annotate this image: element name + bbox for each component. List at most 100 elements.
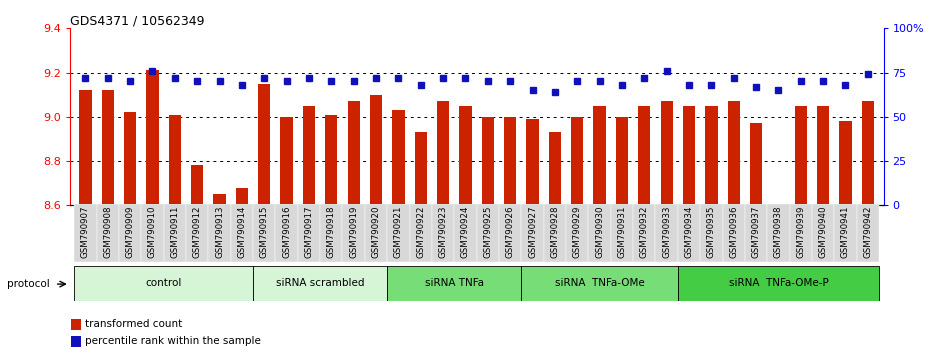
Bar: [745, 204, 767, 262]
Text: GSM790914: GSM790914: [237, 205, 246, 258]
Text: GSM790928: GSM790928: [551, 205, 559, 258]
Bar: [387, 266, 522, 301]
Text: GSM790934: GSM790934: [684, 205, 694, 258]
Bar: [326, 115, 338, 205]
Bar: [638, 106, 650, 205]
Bar: [101, 90, 113, 205]
Text: GSM790910: GSM790910: [148, 205, 157, 258]
Bar: [544, 204, 566, 262]
Bar: [727, 101, 740, 205]
Bar: [656, 204, 678, 262]
Bar: [499, 204, 522, 262]
Text: GSM790937: GSM790937: [751, 205, 761, 258]
Text: control: control: [145, 278, 182, 288]
Text: GSM790929: GSM790929: [573, 205, 582, 258]
Bar: [259, 84, 271, 205]
Text: GSM790908: GSM790908: [103, 205, 113, 258]
Text: GSM790922: GSM790922: [417, 205, 425, 258]
Bar: [459, 106, 472, 205]
Bar: [705, 106, 718, 205]
Text: GSM790941: GSM790941: [841, 205, 850, 258]
Bar: [72, 336, 81, 347]
Text: GSM790916: GSM790916: [282, 205, 291, 258]
Text: GSM790915: GSM790915: [259, 205, 269, 258]
Bar: [231, 204, 253, 262]
Bar: [409, 204, 432, 262]
Text: GSM790921: GSM790921: [394, 205, 403, 258]
Bar: [168, 115, 181, 205]
Bar: [119, 204, 141, 262]
Bar: [74, 266, 253, 301]
Bar: [415, 132, 427, 205]
Bar: [857, 204, 879, 262]
Bar: [794, 106, 807, 205]
Bar: [387, 204, 409, 262]
Bar: [633, 204, 656, 262]
Bar: [97, 204, 119, 262]
Text: GSM790935: GSM790935: [707, 205, 716, 258]
Bar: [683, 106, 695, 205]
Bar: [616, 117, 628, 205]
Bar: [476, 204, 499, 262]
Bar: [298, 204, 320, 262]
Bar: [522, 266, 678, 301]
Bar: [678, 204, 700, 262]
Text: siRNA scrambled: siRNA scrambled: [276, 278, 365, 288]
Bar: [571, 117, 583, 205]
Bar: [750, 124, 763, 205]
Text: GSM790936: GSM790936: [729, 205, 738, 258]
Bar: [522, 204, 544, 262]
Bar: [275, 204, 298, 262]
Bar: [208, 204, 231, 262]
Bar: [74, 204, 97, 262]
Bar: [365, 204, 387, 262]
Bar: [862, 101, 874, 205]
Bar: [281, 117, 293, 205]
Bar: [526, 119, 538, 205]
Text: GDS4371 / 10562349: GDS4371 / 10562349: [70, 14, 205, 27]
Bar: [454, 204, 476, 262]
Bar: [549, 132, 561, 205]
Text: GSM790939: GSM790939: [796, 205, 805, 258]
Bar: [772, 205, 785, 227]
Text: GSM790913: GSM790913: [215, 205, 224, 258]
Bar: [767, 204, 790, 262]
Bar: [124, 112, 137, 205]
Bar: [611, 204, 633, 262]
Text: GSM790911: GSM790911: [170, 205, 179, 258]
Text: GSM790940: GSM790940: [818, 205, 828, 258]
Bar: [700, 204, 723, 262]
Text: GSM790930: GSM790930: [595, 205, 604, 258]
Bar: [79, 90, 91, 205]
Text: transformed count: transformed count: [86, 319, 182, 329]
Text: GSM790932: GSM790932: [640, 205, 649, 258]
Bar: [834, 204, 857, 262]
Bar: [72, 319, 81, 330]
Text: GSM790909: GSM790909: [126, 205, 135, 258]
Bar: [566, 204, 589, 262]
Text: percentile rank within the sample: percentile rank within the sample: [86, 336, 261, 346]
Text: GSM790942: GSM790942: [863, 205, 872, 258]
Text: GSM790924: GSM790924: [461, 205, 470, 258]
Text: GSM790926: GSM790926: [506, 205, 514, 258]
Bar: [817, 106, 830, 205]
Text: GSM790933: GSM790933: [662, 205, 671, 258]
Bar: [723, 204, 745, 262]
Bar: [303, 106, 315, 205]
Text: GSM790919: GSM790919: [349, 205, 358, 258]
Text: GSM790920: GSM790920: [371, 205, 380, 258]
Bar: [840, 121, 852, 205]
Bar: [235, 188, 248, 205]
Bar: [437, 101, 449, 205]
Text: siRNA TNFa: siRNA TNFa: [425, 278, 484, 288]
Text: GSM790917: GSM790917: [304, 205, 313, 258]
Text: GSM790923: GSM790923: [439, 205, 447, 258]
Bar: [790, 204, 812, 262]
Text: siRNA  TNFa-OMe: siRNA TNFa-OMe: [554, 278, 644, 288]
Bar: [504, 117, 516, 205]
Bar: [186, 204, 208, 262]
Text: siRNA  TNFa-OMe-P: siRNA TNFa-OMe-P: [728, 278, 829, 288]
Text: GSM790931: GSM790931: [618, 205, 627, 258]
Bar: [678, 266, 879, 301]
Bar: [320, 204, 342, 262]
